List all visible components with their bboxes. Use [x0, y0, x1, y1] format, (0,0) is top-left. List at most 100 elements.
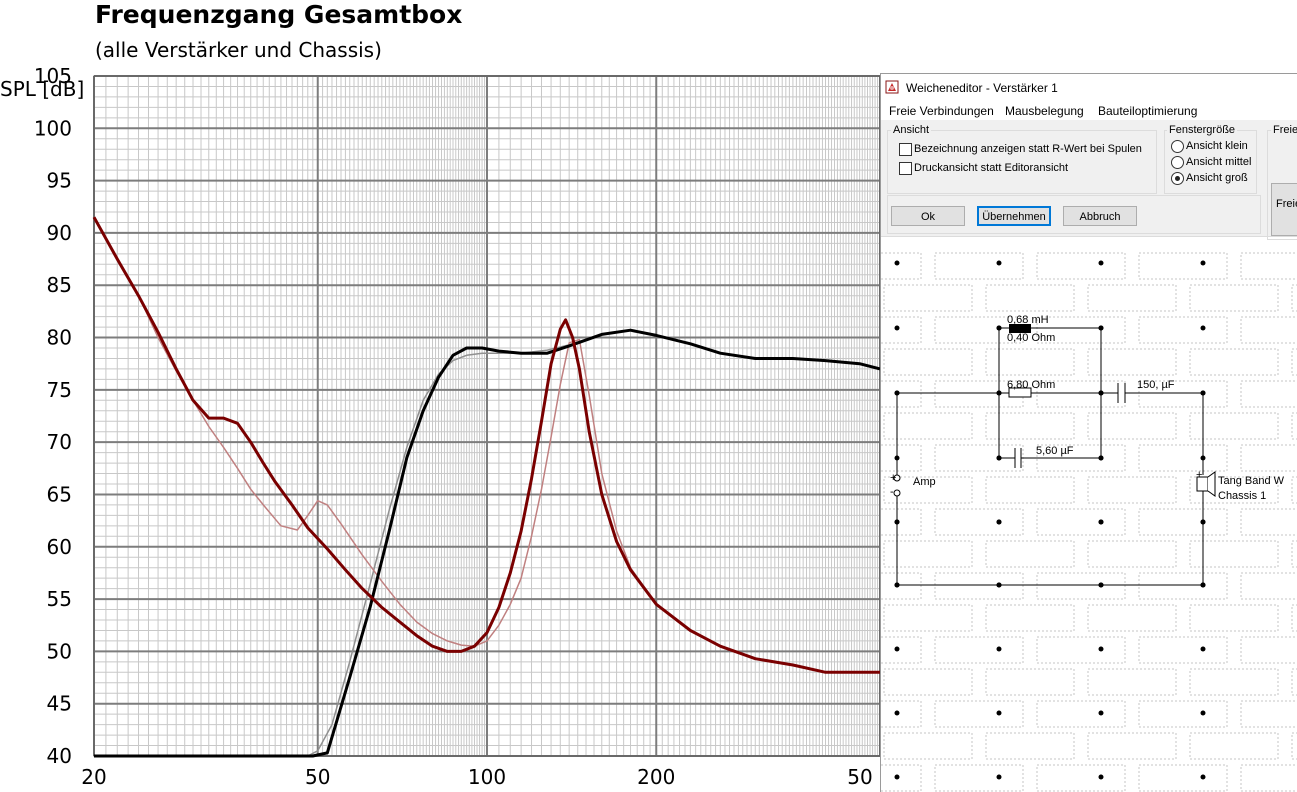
- checkbox-bezeichnung[interactable]: [899, 143, 912, 156]
- y-tick-label: 105: [34, 64, 72, 88]
- parallel-capacitor-icon[interactable]: [1014, 448, 1022, 468]
- editor-grid-background: [881, 252, 1297, 792]
- grid-cell: [1189, 348, 1279, 376]
- grid-cell: [1087, 284, 1177, 312]
- grid-cell: [934, 764, 1024, 792]
- y-tick-label: 50: [47, 639, 72, 663]
- radio-ansicht-mittel-label: Ansicht mittel: [1186, 156, 1252, 168]
- grid-cell: [1036, 636, 1126, 664]
- inductor-resistance-label: 0,40 Ohm: [1007, 332, 1055, 344]
- grid-cell: [1138, 764, 1228, 792]
- grid-cell: [1138, 572, 1228, 600]
- fenstergroesse-group-label: Fenstergröße: [1167, 124, 1238, 136]
- grid-cell: [883, 412, 973, 440]
- grid-dot: [894, 774, 900, 780]
- resistor-icon[interactable]: [1008, 387, 1032, 398]
- app-icon: [885, 80, 899, 94]
- grid-cell: [934, 700, 1024, 728]
- grid-cell: [1138, 380, 1228, 408]
- window-title: Weicheneditor - Verstärker 1: [906, 81, 1058, 95]
- grid-cell: [1087, 668, 1177, 696]
- grid-cell: [881, 380, 922, 408]
- grid-cell: [1240, 252, 1297, 280]
- grid-cell: [1087, 348, 1177, 376]
- amp-terminal-icon[interactable]: [893, 474, 901, 497]
- grid-cell: [1240, 316, 1297, 344]
- ok-button[interactable]: Ok: [891, 206, 965, 226]
- parallel-capacitor-value-label: 5,60 µF: [1036, 445, 1074, 457]
- grid-cell: [883, 540, 973, 568]
- junction-dots: [894, 325, 1206, 588]
- settings-panel: Ansicht Bezeichnung anzeigen statt R-Wer…: [881, 120, 1297, 240]
- speaker-icon[interactable]: [1196, 471, 1216, 497]
- grid-cell: [1240, 700, 1297, 728]
- grid-cell: [1291, 540, 1297, 568]
- crossover-editor-window[interactable]: Weicheneditor - Verstärker 1 Freie Verbi…: [880, 73, 1297, 792]
- grid-dot: [894, 260, 900, 266]
- grid-cell: [1087, 604, 1177, 632]
- resistor-value-label: 6,80 Ohm: [1007, 379, 1055, 391]
- grid-cell: [1036, 316, 1126, 344]
- wiring: [896, 327, 1204, 586]
- grid-cell: [934, 508, 1024, 536]
- grid-cell: [1087, 732, 1177, 760]
- grid-cell: [1189, 540, 1279, 568]
- grid-cell: [881, 444, 922, 472]
- menu-mausbelegung[interactable]: Mausbelegung: [1005, 104, 1084, 118]
- menu-bauteiloptimierung[interactable]: Bauteiloptimierung: [1098, 104, 1198, 118]
- grid-cell: [881, 636, 922, 664]
- grid-cell: [883, 348, 973, 376]
- grid-cell: [1189, 668, 1279, 696]
- menu-freie-verbindungen[interactable]: Freie Verbindungen: [889, 104, 994, 118]
- x-tick-label: 100: [468, 765, 506, 789]
- radio-ansicht-gross-label: Ansicht groß: [1186, 172, 1248, 184]
- driver-name-label: Tang Band W: [1218, 475, 1285, 487]
- radio-ansicht-klein[interactable]: [1171, 140, 1184, 153]
- button-group: [887, 195, 1261, 234]
- grid-cell: [881, 316, 922, 344]
- y-tick-label: 90: [47, 221, 72, 245]
- frequency-response-chart: SPL [dB] 105100959085807570656055504540 …: [0, 64, 880, 789]
- grid-cell: [1291, 732, 1297, 760]
- grid-cell: [1291, 348, 1297, 376]
- freie-button[interactable]: Freie: [1271, 183, 1297, 236]
- grid-cell: [985, 668, 1075, 696]
- grid-dot: [1200, 646, 1206, 652]
- grid-cell: [934, 636, 1024, 664]
- inductor-value-label: 0,68 mH: [1007, 314, 1049, 326]
- grid-cell: [1291, 668, 1297, 696]
- schematic-canvas[interactable]: + - + 0,68 mH 0,40 Ohm 6,80 Ohm 150, µF …: [881, 236, 1297, 792]
- x-tick-label: 50: [847, 765, 872, 789]
- grid-dot: [1200, 325, 1206, 331]
- grid-cell: [1138, 316, 1228, 344]
- series-line: [94, 328, 880, 758]
- grid-cell: [1291, 476, 1297, 504]
- series-capacitor-icon[interactable]: [1117, 383, 1126, 403]
- radio-ansicht-klein-label: Ansicht klein: [1186, 140, 1248, 152]
- radio-ansicht-gross[interactable]: [1171, 172, 1184, 185]
- series-capacitor-value-label: 150, µF: [1137, 379, 1175, 391]
- checkbox-bezeichnung-label: Bezeichnung anzeigen statt R-Wert bei Sp…: [914, 143, 1142, 155]
- radio-ansicht-mittel[interactable]: [1171, 156, 1184, 169]
- grid-cell: [985, 412, 1075, 440]
- inductor-icon[interactable]: [1009, 324, 1031, 333]
- grid-dot: [996, 260, 1002, 266]
- grid-cell: [1036, 764, 1126, 792]
- apply-button[interactable]: Übernehmen: [977, 206, 1051, 226]
- y-tick-label: 80: [47, 326, 72, 350]
- grid-cell: [934, 572, 1024, 600]
- window-titlebar[interactable]: Weicheneditor - Verstärker 1: [881, 74, 1297, 100]
- grid-cell: [1189, 476, 1279, 504]
- cancel-button[interactable]: Abbruch: [1063, 206, 1137, 226]
- grid-cell: [881, 764, 922, 792]
- grid-cell: [881, 700, 922, 728]
- grid-cell: [1138, 444, 1228, 472]
- y-tick-label: 60: [47, 535, 72, 559]
- checkbox-druckansicht[interactable]: [899, 162, 912, 175]
- grid-cell: [1189, 604, 1279, 632]
- grid-cell: [883, 604, 973, 632]
- checkbox-druckansicht-label: Druckansicht statt Editoransicht: [914, 162, 1069, 174]
- grid-cell: [1291, 604, 1297, 632]
- series-line: [92, 216, 880, 674]
- y-tick-label: 70: [47, 430, 72, 454]
